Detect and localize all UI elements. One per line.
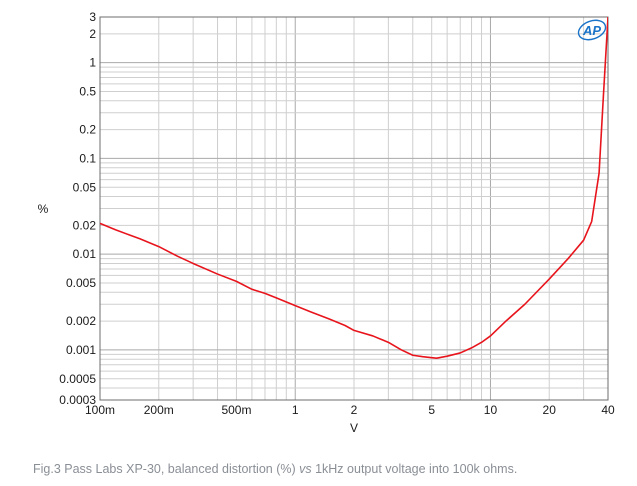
ap-logo-swoosh [577, 19, 607, 41]
caption-vs: vs [299, 462, 312, 476]
x-tick-label: 500m [221, 403, 251, 417]
x-tick-label: 200m [144, 403, 174, 417]
y-tick-label: 2 [89, 27, 96, 41]
x-tick-label: 40 [601, 403, 615, 417]
y-tick-label: 0.002 [66, 314, 96, 328]
y-tick-label: 0.1 [79, 151, 96, 165]
y-tick-label: 0.5 [79, 85, 96, 99]
y-tick-label: 0.05 [73, 180, 97, 194]
x-axis-label: V [350, 421, 358, 435]
x-tick-label: 20 [543, 403, 557, 417]
y-tick-label: 0.0005 [59, 372, 96, 386]
distortion-series-line [100, 17, 608, 359]
y-axis-label: % [38, 202, 49, 216]
y-tick-label: 0.2 [79, 123, 96, 137]
y-tick-label: 0.001 [66, 343, 96, 357]
plot-border [99, 16, 609, 401]
x-tick-label: 2 [351, 403, 358, 417]
x-tick-label: 1 [292, 403, 299, 417]
x-tick-label: 5 [428, 403, 435, 417]
ap-logo-text: AP [582, 23, 601, 38]
y-tick-label: 3 [89, 10, 96, 24]
y-tick-label: 0.0003 [59, 393, 96, 407]
x-tick-label: 100m [85, 403, 115, 417]
y-tick-label: 0.01 [73, 247, 97, 261]
caption-text-end: 1kHz output voltage into 100k ohms. [311, 462, 518, 476]
ap-logo: AP [577, 19, 607, 41]
figure-caption: Fig.3 Pass Labs XP-30, balanced distorti… [33, 462, 517, 476]
y-tick-label: 0.02 [73, 218, 97, 232]
x-tick-labels: 100m 200m 500m 1 2 5 10 20 40 [85, 403, 615, 417]
x-tick-label: 10 [484, 403, 498, 417]
caption-text-start: Fig.3 Pass Labs XP-30, balanced distorti… [33, 462, 300, 476]
y-tick-label: 0.005 [66, 276, 96, 290]
y-tick-label: 1 [89, 56, 96, 70]
distortion-chart: 3 2 1 0.5 0.2 0.1 0.05 0.02 0.01 0.005 0.002 0.001 0… [38, 10, 615, 435]
y-tick-labels: 3 2 1 0.5 0.2 0.1 0.05 0.02 0.01 0.005 0.002 0.001 0… [59, 10, 96, 407]
grid-lines [100, 17, 608, 401]
